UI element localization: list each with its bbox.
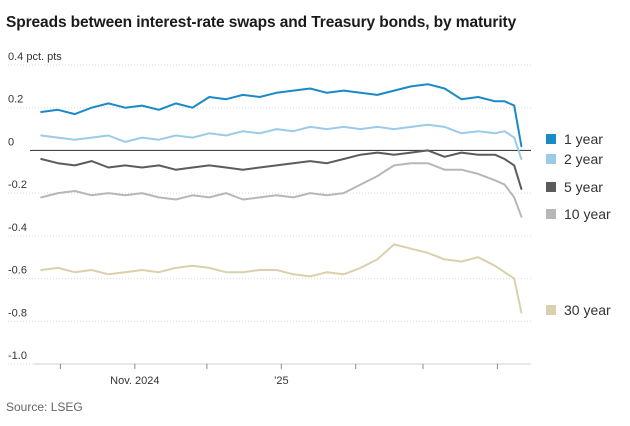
- y-tick-label: 0.4 pct. pts: [8, 51, 62, 63]
- source-note: Source: LSEG: [6, 400, 83, 414]
- legend-swatch: [546, 305, 556, 315]
- legend-label: 10 year: [564, 206, 611, 222]
- legend-swatch: [546, 182, 556, 192]
- series-line-1-year: [40, 83, 523, 148]
- legend-item-10-year: 10 year: [546, 206, 611, 222]
- y-tick-label: -0.8: [8, 307, 27, 319]
- x-tick-label: Nov. 2024: [110, 375, 159, 387]
- y-tick-label: -0.6: [8, 265, 27, 277]
- series-line-2-year: [40, 123, 523, 160]
- y-tick-label: 0.2: [8, 94, 23, 106]
- legend-item-1-year: 1 year: [546, 131, 603, 147]
- chart-legend: 1 year 2 year 5 year 10 year 30 year: [546, 0, 630, 426]
- x-tick-label: ’25: [274, 375, 289, 387]
- series-line-10-year: [40, 162, 523, 218]
- y-axis-tick-labels: 0.4 pct. pts 0.2 0 -0.2 -0.4 -0.6 -0.8 -1.0: [8, 51, 62, 362]
- legend-item-5-year: 5 year: [546, 179, 603, 195]
- chart-title: Spreads between interest-rate swaps and …: [6, 14, 517, 31]
- line-chart: 0.4 pct. pts 0.2 0 -0.2 -0.4 -0.6 -0.8 -1.0 Nov…: [8, 51, 531, 387]
- legend-item-30-year: 30 year: [546, 302, 611, 318]
- series-line-30-year: [40, 243, 523, 314]
- legend-swatch: [546, 209, 556, 219]
- legend-item-2-year: 2 year: [546, 151, 603, 167]
- y-tick-label: -0.2: [8, 179, 27, 191]
- y-tick-label: 0: [8, 136, 14, 148]
- y-tick-label: -0.4: [8, 222, 27, 234]
- x-axis-ticks: Nov. 2024 ’25: [34, 363, 531, 387]
- legend-label: 2 year: [564, 151, 603, 167]
- legend-swatch: [546, 154, 556, 164]
- series-line-5-year: [40, 149, 523, 190]
- legend-label: 5 year: [564, 179, 603, 195]
- legend-label: 1 year: [564, 131, 603, 147]
- legend-label: 30 year: [564, 302, 611, 318]
- y-tick-label: -1.0: [8, 350, 27, 362]
- legend-swatch: [546, 134, 556, 144]
- series-lines: [40, 83, 523, 314]
